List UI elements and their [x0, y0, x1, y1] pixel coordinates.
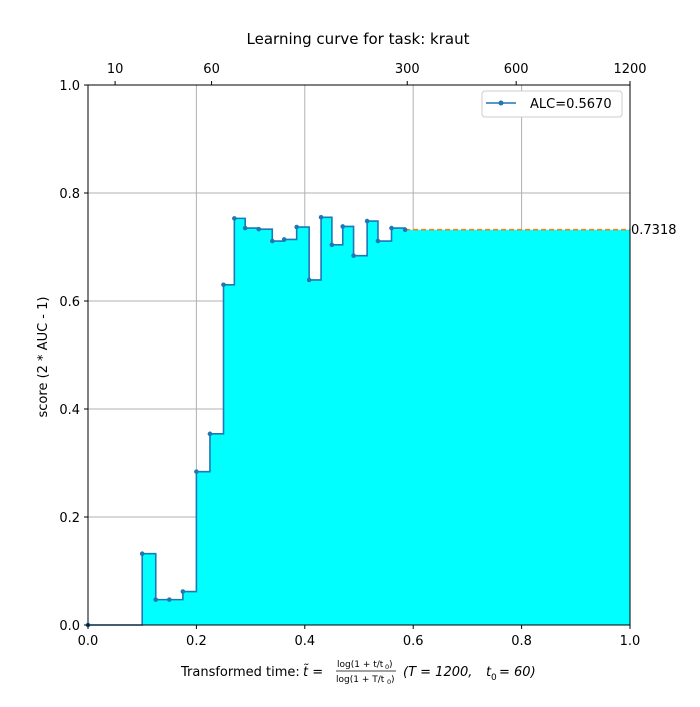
series-fill-area [88, 217, 630, 626]
x-tick-label: 0.8 [511, 634, 532, 649]
x-axis-label-t0-sub: 0 [491, 673, 497, 683]
x-tick-label: 0.6 [403, 634, 424, 649]
x-axis-label-prefix: Transformed time: [180, 665, 300, 680]
series-point [375, 238, 381, 244]
series-layer [85, 215, 630, 628]
series-point [351, 253, 356, 258]
legend-box [481, 90, 623, 118]
series-point [167, 597, 172, 602]
y-tick-label: 0.0 [59, 619, 80, 634]
series-point [306, 277, 312, 283]
axes-frame [87, 84, 631, 626]
series-point [207, 431, 213, 437]
x-axis-label-denominator: log(1 + T/t [336, 675, 385, 685]
top-tick-label: 600 [504, 62, 529, 77]
x-axis-label-denominator-close: ) [391, 675, 395, 685]
series-point [329, 242, 335, 248]
legend: ALC=0.5670 [481, 90, 623, 118]
series-point [139, 551, 145, 557]
x-axis-label-numerator-sub: 0 [385, 663, 389, 671]
series-point [402, 227, 408, 233]
x-tick-label: 0.4 [294, 634, 315, 649]
y-tick-label: 1.0 [59, 79, 80, 94]
y-tick-label: 0.8 [59, 187, 80, 202]
x-axis-label-numerator-close: ) [389, 660, 393, 670]
top-tick-label: 300 [395, 62, 420, 77]
series-point [180, 589, 186, 594]
top-tick-label: 1200 [613, 62, 646, 77]
x-axis-label-numerator: log(1 + t/t [337, 660, 384, 670]
plot-frame [87, 84, 631, 626]
y-tick-label: 0.6 [59, 295, 80, 310]
top-tick-label: 60 [203, 62, 220, 77]
series-point [256, 226, 262, 232]
series-point [221, 282, 226, 288]
series-point [389, 225, 394, 231]
x-axis-label-t0: t [486, 665, 492, 680]
top-tick-label: 10 [107, 62, 124, 77]
legend-marker [498, 100, 504, 106]
x-tick-label: 0.2 [186, 634, 207, 649]
series-point [194, 469, 199, 474]
series-point [232, 216, 237, 221]
top-axis-ticks: 10 60 300 600 1200 [107, 62, 647, 85]
series-point [242, 225, 248, 231]
series-point [269, 238, 275, 244]
x-tick-label: 1.0 [620, 634, 641, 649]
y-axis-label: score (2 * AUC - 1) [36, 297, 51, 418]
chart-title: Learning curve for task: kraut [247, 30, 470, 48]
series-point [318, 215, 324, 220]
x-axis-label-denominator-sub: 0 [387, 678, 391, 686]
series-point [340, 224, 346, 229]
y-axis-ticks: 0.0 0.2 0.4 0.6 0.8 1.0 [59, 79, 88, 634]
series-point [281, 237, 287, 242]
series-point [294, 224, 299, 230]
x-axis-label-params: (T = 1200, [403, 665, 472, 680]
legend-label: ALC=0.5670 [530, 97, 612, 112]
series-point [153, 597, 159, 602]
x-tick-label: 0.0 [78, 634, 99, 649]
x-axis-label-t0-value: = 60) [499, 665, 536, 680]
x-axis-label-tilde-t: t̃ = [303, 665, 323, 680]
x-axis-ticks: 0.0 0.2 0.4 0.6 0.8 1.0 [78, 625, 641, 649]
x-axis-label: Transformed time: t̃ = log(1 + t/t 0 ) l… [180, 660, 536, 686]
series-point [364, 218, 370, 224]
y-tick-label: 0.4 [59, 403, 80, 418]
y-tick-label: 0.2 [59, 511, 80, 526]
final-score-label: 0.7318 [631, 223, 677, 238]
